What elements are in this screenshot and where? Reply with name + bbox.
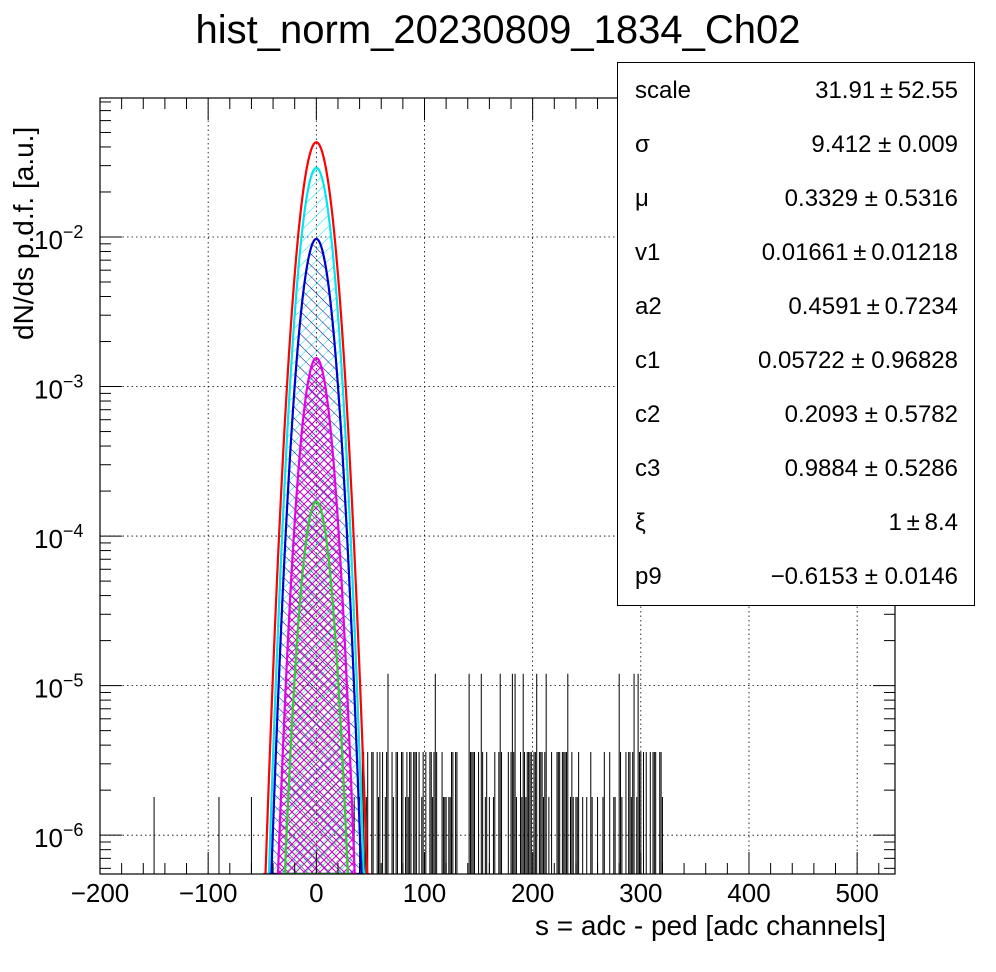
fit-components: [263, 141, 370, 874]
stat-row: a2 0.4591 ± 0.7234: [618, 279, 974, 333]
x-tick-label-2: 0: [309, 878, 323, 908]
x-tick-label-7: 500: [835, 878, 878, 908]
stat-row: μ 0.3329 ± 0.5316: [618, 171, 974, 225]
stat-row: v1 0.01661 ± 0.01218: [618, 225, 974, 279]
stat-row: c3 0.9884 ± 0.5286: [618, 441, 974, 495]
x-tick-labels: −200 −100 0 100 200 300 400 500: [71, 878, 879, 908]
fit-statistics-box: scale 31.91 ± 52.55 σ 9.412 ± 0.009 μ 0.3329 …: [617, 62, 975, 606]
y-tick-label-0: 10−6: [34, 820, 83, 853]
stat-value: 0.9884 ± 0.5286: [784, 455, 958, 482]
y-tick-label-2: 10−4: [34, 521, 83, 554]
noise-histogram-bins: [153, 673, 663, 874]
chart-title: hist_norm_20230809_1834_Ch02: [195, 8, 801, 52]
y-tick-label-1: 10−5: [34, 671, 83, 704]
stat-value: 0.05722 ± 0.96828: [757, 347, 958, 374]
x-tick-label-1: −100: [179, 878, 238, 908]
x-tick-label-3: 100: [403, 878, 446, 908]
stat-name: v1: [635, 239, 661, 266]
stat-row: scale 31.91 ± 52.55: [618, 63, 974, 117]
stat-row: c2 0.2093 ± 0.5782: [618, 387, 974, 441]
stat-name: μ: [635, 185, 649, 212]
stat-value: 0.3329 ± 0.5316: [784, 185, 958, 212]
stat-value: 0.4591 ± 0.7234: [788, 293, 958, 320]
y-axis-label: dN/ds p.d.f. [a.u.]: [8, 126, 39, 340]
stat-name: a2: [635, 293, 662, 320]
stat-name: scale: [635, 77, 692, 104]
x-tick-label-4: 200: [511, 878, 554, 908]
x-tick-label-5: 300: [619, 878, 662, 908]
stat-value: 0.01661 ± 0.01218: [761, 239, 958, 266]
stat-name: p9: [635, 563, 662, 590]
stat-name: σ: [635, 131, 650, 158]
stat-value: −0.6153 ± 0.0146: [770, 563, 958, 590]
stat-row: ξ 1 ± 8.4: [618, 495, 974, 549]
stat-row: σ 9.412 ± 0.009: [618, 117, 974, 171]
y-tick-label-4: 10−2: [34, 222, 83, 255]
x-axis-label: s = adc - ped [adc channels]: [535, 910, 886, 941]
y-tick-label-3: 10−3: [34, 372, 83, 405]
stat-row: p9 −0.6153 ± 0.0146: [618, 549, 974, 603]
stat-value: 1 ± 8.4: [888, 509, 959, 536]
stat-name: c1: [635, 347, 661, 374]
y-tick-labels: 10−6 10−5 10−4 10−3 10−2: [34, 222, 83, 853]
x-tick-label-0: −200: [71, 878, 130, 908]
fit-component-4: [282, 500, 350, 874]
stat-value: 0.2093 ± 0.5782: [784, 401, 958, 428]
stat-name: c2: [635, 401, 661, 428]
fit-component-0: [263, 141, 370, 874]
stat-value: 31.91 ± 52.55: [815, 77, 958, 104]
stat-name: c3: [635, 455, 661, 482]
stat-name: ξ: [635, 509, 646, 536]
x-tick-label-6: 400: [727, 878, 770, 908]
stat-row: c1 0.05722 ± 0.96828: [618, 333, 974, 387]
stat-value: 9.412 ± 0.009: [811, 131, 958, 158]
